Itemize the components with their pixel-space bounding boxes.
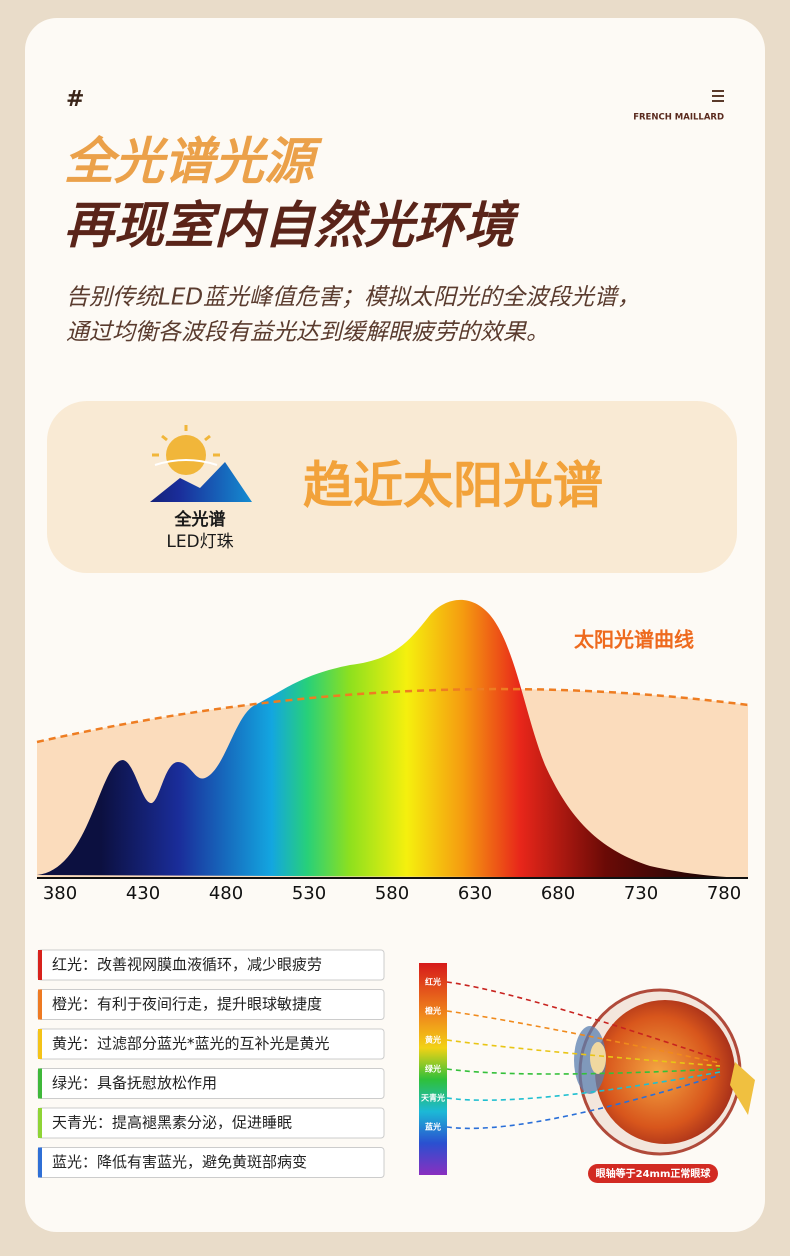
benefit-list: 红光：改善视网膜血液循环，减少眼疲劳橙光：有利于夜间行走，提升眼球敏捷度黄光：过… <box>37 949 385 1178</box>
banner-headline: 趋近太阳光谱 <box>303 457 603 515</box>
header-symbol: # <box>66 87 84 112</box>
benefit-color <box>38 1029 42 1059</box>
band-label: 绿光 <box>425 1064 441 1074</box>
light-ray <box>446 981 721 1061</box>
brand: FRENCH MAILLARD <box>633 113 724 123</box>
band-label: 天青光 <box>421 1093 445 1103</box>
spectrum-chart: 太阳光谱曲线 <box>36 599 749 879</box>
benefit-text: 蓝光：降低有害蓝光，避免黄斑部病变 <box>52 1153 307 1171</box>
x-tick-label: 380 <box>43 883 77 904</box>
eye-caption: 眼轴等于24mm正常眼球 <box>596 1167 712 1180</box>
light-ray <box>446 1071 721 1101</box>
benefit-text: 绿光：具备抚慰放松作用 <box>52 1074 217 1092</box>
badge-title: 全光谱 <box>174 509 226 530</box>
sun-curve <box>36 687 749 744</box>
caption-pill <box>588 1164 718 1183</box>
menu-icon[interactable] <box>712 90 724 102</box>
benefit-text: 红光：改善视网膜血液循环，减少眼疲劳 <box>52 956 322 974</box>
x-tick-label: 530 <box>292 883 326 904</box>
benefit-text: 天青光：提高褪黑素分泌，促进睡眠 <box>52 1114 292 1132</box>
led-spectrum <box>37 599 748 878</box>
x-tick-label: 630 <box>458 883 492 904</box>
light-ray <box>446 1074 721 1130</box>
x-ticks: 380 430 480 530 580 630 680 730 780 <box>43 883 741 904</box>
x-tick-label: 780 <box>707 883 741 904</box>
light-ray <box>446 1039 721 1067</box>
x-tick-label: 730 <box>624 883 658 904</box>
benefit-color <box>38 1068 42 1099</box>
benefit-text: 橙光：有利于夜间行走，提升眼球敏捷度 <box>52 995 322 1013</box>
description: 告别传统LED蓝光峰值危害；模拟太阳光的全波段光谱， <box>66 285 640 311</box>
benefit-color <box>38 1108 42 1138</box>
light-ray <box>446 1068 721 1075</box>
banner <box>47 401 737 573</box>
curve-label: 太阳光谱曲线 <box>574 628 694 652</box>
benefit-color <box>38 950 42 980</box>
x-tick-label: 680 <box>541 883 575 904</box>
light-ray <box>446 1010 721 1064</box>
benefit-color <box>38 989 42 1020</box>
band-label: 黄光 <box>425 1035 441 1045</box>
band-label: 红光 <box>425 977 441 987</box>
x-tick-label: 430 <box>126 883 160 904</box>
description: 通过均衡各波段有益光达到缓解眼疲劳的效果。 <box>66 320 549 346</box>
title-line1: 全光谱光源 <box>64 133 323 191</box>
x-tick-label: 480 <box>209 883 243 904</box>
badge-subtitle: LED灯珠 <box>166 532 233 552</box>
x-tick-label: 580 <box>375 883 409 904</box>
benefit-color <box>38 1147 42 1178</box>
band-label: 橙光 <box>425 1006 441 1016</box>
band-label: 蓝光 <box>425 1122 441 1132</box>
card <box>25 18 765 1232</box>
spectrum-bar <box>419 963 447 1175</box>
title-line2: 再现室内自然光环境 <box>64 197 520 255</box>
sun-icon <box>150 425 252 502</box>
benefit-text: 黄光：过滤部分蓝光*蓝光的互补光是黄光 <box>52 1035 330 1053</box>
